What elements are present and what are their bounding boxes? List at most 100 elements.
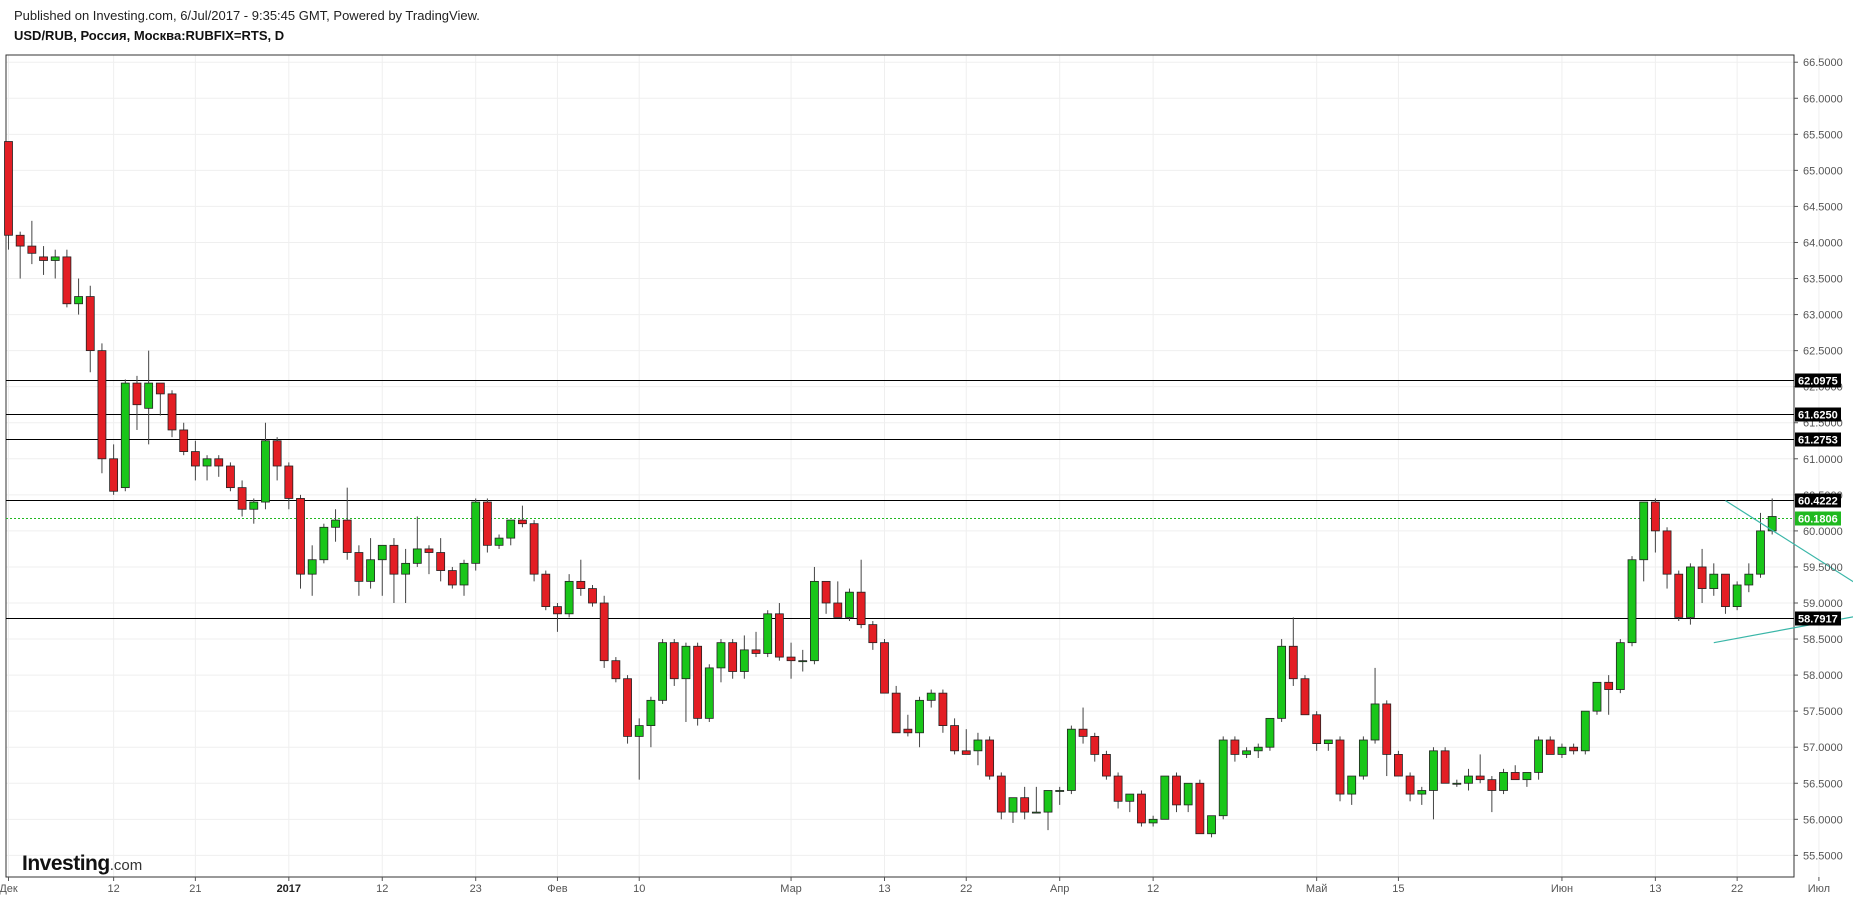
candle (798, 649, 808, 672)
candle-body-down (1405, 775, 1415, 795)
candle-body-down (751, 649, 761, 654)
candle-body-down (1662, 530, 1672, 575)
candle-body-up (1639, 501, 1649, 561)
candle (1510, 765, 1520, 781)
candle-body-down (1300, 678, 1310, 716)
candle-body-down (1721, 573, 1730, 608)
candle (284, 462, 294, 510)
triangle-lower-line[interactable] (1713, 610, 1853, 644)
candle (1580, 710, 1590, 755)
candle (261, 422, 270, 510)
candle (1686, 563, 1695, 625)
candle (1487, 776, 1497, 813)
triangle-upper-line[interactable] (1725, 500, 1853, 605)
candle-body-down (109, 458, 119, 492)
candle (1288, 617, 1298, 686)
candle (833, 581, 843, 618)
candle (1160, 775, 1170, 820)
candle-body-down (1020, 797, 1030, 813)
price-axis[interactable]: 55.5000 56.0000 56.5000 57.0000 57.5000 58.00… (1794, 57, 1843, 862)
candle (1522, 772, 1532, 787)
candle-body-up (1242, 750, 1251, 755)
candle-body-up (202, 458, 212, 467)
logo-bold: Investing (22, 852, 110, 875)
candle-body-up (412, 548, 422, 564)
candle-body-up (1031, 811, 1041, 814)
level-label: 60.4222 (1798, 496, 1838, 508)
candle (424, 545, 434, 575)
x-tick-label: 12 (1147, 883, 1159, 895)
candle (786, 642, 796, 679)
candle-body-down (27, 245, 37, 254)
candle-body-up (459, 562, 469, 586)
candle (1218, 736, 1228, 820)
candle (891, 685, 901, 734)
candle-body-down (167, 393, 177, 431)
candle (1475, 754, 1485, 784)
candle-body-down (1545, 739, 1555, 755)
candle (1721, 573, 1730, 614)
candle-body-up (1008, 797, 1018, 813)
candle-body-down (272, 440, 282, 467)
candle (1277, 639, 1287, 722)
candle (518, 505, 527, 528)
candle-body-up (74, 296, 83, 305)
candle-body-up (1277, 645, 1287, 719)
candle (1382, 700, 1392, 777)
candle-body-up (494, 537, 504, 546)
candle (120, 379, 130, 492)
candle-body-down (226, 465, 235, 489)
level-label: 61.6250 (1798, 410, 1838, 422)
x-tick-label: Фев (547, 883, 567, 895)
candle (985, 736, 995, 780)
candle (354, 545, 364, 596)
investing-logo: Investing.com (22, 852, 142, 876)
candle-body-down (518, 519, 527, 525)
y-tick-label: 65.5000 (1803, 129, 1843, 141)
candle-body-down (342, 519, 352, 553)
candle-body-up (471, 501, 481, 564)
candle-body-down (623, 678, 632, 737)
candle-body-down (553, 606, 562, 615)
candle (342, 487, 352, 560)
candle-body-down (1674, 573, 1684, 618)
candle-body-down (891, 692, 901, 734)
candle-body-down (1090, 735, 1100, 755)
candle (39, 246, 48, 275)
candle (1031, 786, 1041, 814)
candle-body-up (1347, 775, 1357, 795)
candle-body-down (179, 429, 189, 452)
candle (1557, 743, 1567, 759)
candle (774, 603, 784, 661)
candle-body-up (646, 699, 656, 726)
candle (1697, 548, 1707, 603)
candle (167, 390, 177, 438)
candle (693, 642, 703, 726)
candle (868, 621, 878, 650)
candle-body-up (704, 667, 714, 719)
y-tick-label: 56.5000 (1803, 778, 1843, 790)
x-tick-label: 15 (1392, 883, 1404, 895)
candle-body-up (763, 613, 773, 654)
candle-body-up (1148, 818, 1158, 824)
candle-body-up (401, 562, 411, 575)
x-tick-label: Июл (1808, 883, 1830, 895)
candle-body-up (810, 580, 819, 662)
candle-body-up (1160, 775, 1170, 820)
candle (1662, 527, 1672, 589)
candle (1347, 775, 1357, 805)
candle (1102, 750, 1111, 780)
candle (1604, 675, 1614, 715)
candle (1440, 747, 1450, 784)
candle-body-down (669, 642, 679, 680)
candle (1300, 675, 1310, 716)
candle (611, 657, 621, 683)
candle (202, 455, 212, 481)
candle (1569, 743, 1579, 755)
candle-body-up (1756, 530, 1765, 575)
time-axis[interactable]: Дек 12 21 2017 12 23 Фев 10 Мар 13 22 Апр 12 Май 15 Июн… (0, 877, 1853, 895)
candle-body-down (296, 498, 305, 575)
x-tick-label: Май (1306, 883, 1328, 895)
candle-body-up (1429, 750, 1438, 791)
